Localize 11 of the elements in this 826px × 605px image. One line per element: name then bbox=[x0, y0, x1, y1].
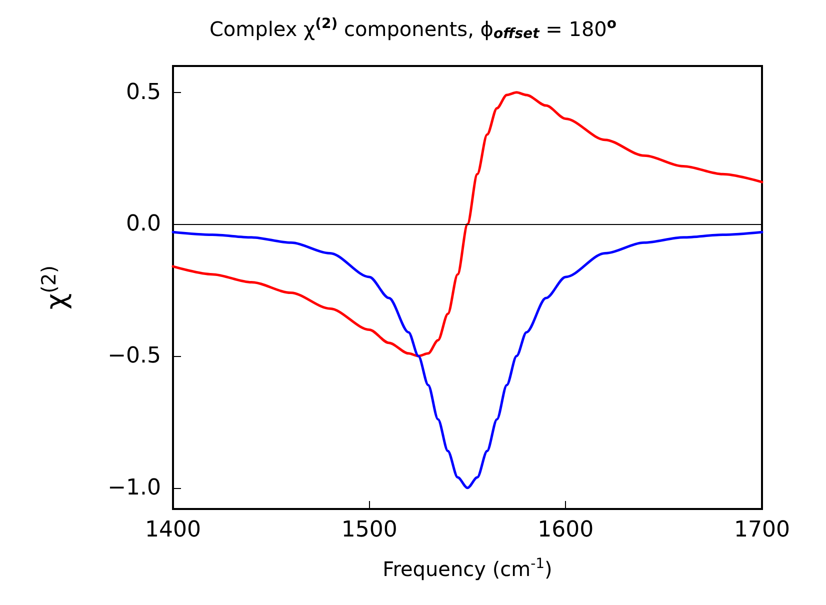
y-tick-label: −1.0 bbox=[108, 475, 161, 500]
y-tick-label: −0.5 bbox=[108, 344, 161, 369]
x-tick-label: 1600 bbox=[538, 518, 594, 542]
x-tick-label: 1500 bbox=[341, 518, 398, 542]
y-tick-label: 0.5 bbox=[126, 80, 161, 105]
y-axis-title: χ(2) bbox=[38, 266, 72, 310]
line-series bbox=[172, 91, 764, 358]
x-tick-label: 1400 bbox=[145, 518, 201, 542]
y-tick-label: 0.0 bbox=[126, 212, 161, 237]
x-tick-label: 1700 bbox=[734, 518, 790, 542]
line-series bbox=[172, 230, 764, 490]
